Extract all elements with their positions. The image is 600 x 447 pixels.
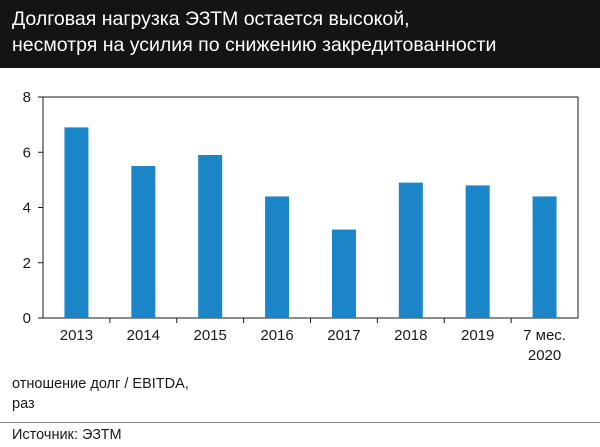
bar: [331, 229, 356, 318]
x-tick-label: 2020: [528, 347, 561, 364]
bar-series: [64, 127, 557, 318]
chart-header: Долговая нагрузка ЭЗТМ остается высокой,…: [0, 0, 600, 68]
y-tick-label: 2: [23, 255, 31, 272]
bar-chart: 0 2 4 6 8 2013 2014 2015 2016 2017 2018 2019 7 мес.…: [23, 89, 579, 364]
y-axis-ticks: 0 2 4 6 8: [23, 89, 43, 327]
bar: [465, 185, 490, 318]
x-tick-label: 2018: [394, 327, 427, 344]
bar: [131, 166, 156, 318]
bar: [398, 182, 423, 318]
chart-title-line-2: несмотря на усилия по снижению закредито…: [12, 34, 497, 56]
chart-axes: [42, 96, 579, 319]
x-tick-label: 2014: [127, 327, 160, 344]
chart-title-line-1: Долговая нагрузка ЭЗТМ остается высокой,: [12, 8, 410, 30]
x-axis-ticks: 2013 2014 2015 2016 2017 2018 2019 7 мес. 2020: [60, 318, 566, 364]
x-tick-label: 2015: [194, 327, 227, 344]
bar: [532, 196, 557, 318]
x-tick-label: 2017: [327, 327, 360, 344]
plot-frame: [42, 96, 579, 319]
x-tick-label: 2013: [60, 327, 93, 344]
footer-divider: [0, 422, 600, 423]
y-tick-label: 0: [23, 310, 31, 327]
bar: [198, 155, 223, 318]
y-tick-label: 6: [23, 144, 31, 161]
y-tick-label: 4: [23, 200, 31, 217]
unit-label-line-2: раз: [12, 396, 35, 412]
bar: [64, 127, 89, 318]
x-tick-label: 7 мес.: [523, 327, 566, 344]
x-tick-label: 2019: [461, 327, 494, 344]
unit-label-line-1: отношение долг / EBITDA,: [12, 376, 189, 392]
source-note: Источник: ЭЗТМ: [12, 427, 122, 443]
chart-title: Долговая нагрузка ЭЗТМ остается высокой,…: [12, 6, 496, 58]
y-axis-unit-label: отношение долг / EBITDA, раз: [12, 374, 232, 414]
bar: [265, 196, 290, 318]
x-tick-label: 2016: [260, 327, 293, 344]
y-tick-label: 8: [23, 89, 31, 106]
